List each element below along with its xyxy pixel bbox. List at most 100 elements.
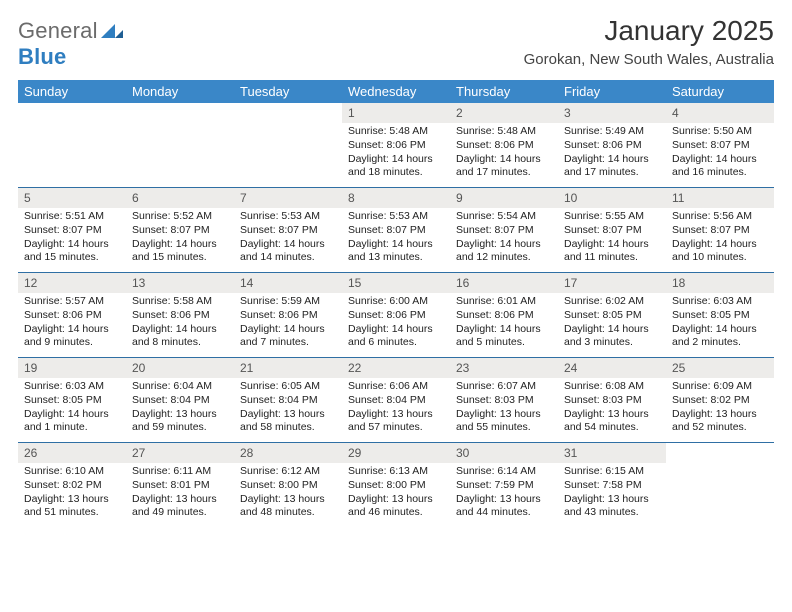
calendar-cell: 16Sunrise: 6:01 AMSunset: 8:06 PMDayligh… (450, 273, 558, 358)
day-details: Sunrise: 6:08 AMSunset: 8:03 PMDaylight:… (558, 378, 666, 441)
day-number: 19 (18, 358, 126, 378)
weekday-header: Saturday (666, 80, 774, 103)
day-number: 26 (18, 443, 126, 463)
logo-mark-icon (101, 18, 123, 43)
logo-word-general: General (18, 18, 98, 43)
calendar-cell: 18Sunrise: 6:03 AMSunset: 8:05 PMDayligh… (666, 273, 774, 358)
calendar-cell (18, 103, 126, 188)
calendar-cell: 15Sunrise: 6:00 AMSunset: 8:06 PMDayligh… (342, 273, 450, 358)
calendar-week-row: 12Sunrise: 5:57 AMSunset: 8:06 PMDayligh… (18, 273, 774, 358)
day-details: Sunrise: 6:04 AMSunset: 8:04 PMDaylight:… (126, 378, 234, 441)
day-details: Sunrise: 6:02 AMSunset: 8:05 PMDaylight:… (558, 293, 666, 356)
weekday-header: Thursday (450, 80, 558, 103)
weekday-header: Tuesday (234, 80, 342, 103)
page-title: January 2025 (524, 16, 774, 47)
day-number: 10 (558, 188, 666, 208)
calendar-cell: 3Sunrise: 5:49 AMSunset: 8:06 PMDaylight… (558, 103, 666, 188)
day-details: Sunrise: 6:11 AMSunset: 8:01 PMDaylight:… (126, 463, 234, 526)
day-details: Sunrise: 6:13 AMSunset: 8:00 PMDaylight:… (342, 463, 450, 526)
calendar-cell: 1Sunrise: 5:48 AMSunset: 8:06 PMDaylight… (342, 103, 450, 188)
day-details: Sunrise: 5:52 AMSunset: 8:07 PMDaylight:… (126, 208, 234, 271)
day-number: 17 (558, 273, 666, 293)
calendar-table: SundayMondayTuesdayWednesdayThursdayFrid… (18, 80, 774, 527)
day-details: Sunrise: 6:06 AMSunset: 8:04 PMDaylight:… (342, 378, 450, 441)
day-details: Sunrise: 5:54 AMSunset: 8:07 PMDaylight:… (450, 208, 558, 271)
calendar-cell: 12Sunrise: 5:57 AMSunset: 8:06 PMDayligh… (18, 273, 126, 358)
day-details: Sunrise: 5:53 AMSunset: 8:07 PMDaylight:… (234, 208, 342, 271)
calendar-cell: 2Sunrise: 5:48 AMSunset: 8:06 PMDaylight… (450, 103, 558, 188)
calendar-cell: 8Sunrise: 5:53 AMSunset: 8:07 PMDaylight… (342, 188, 450, 273)
day-details: Sunrise: 5:51 AMSunset: 8:07 PMDaylight:… (18, 208, 126, 271)
day-number: 6 (126, 188, 234, 208)
calendar-week-row: 1Sunrise: 5:48 AMSunset: 8:06 PMDaylight… (18, 103, 774, 188)
weekday-header: Friday (558, 80, 666, 103)
calendar-cell: 19Sunrise: 6:03 AMSunset: 8:05 PMDayligh… (18, 358, 126, 443)
day-details: Sunrise: 5:48 AMSunset: 8:06 PMDaylight:… (450, 123, 558, 186)
day-number: 2 (450, 103, 558, 123)
calendar-cell: 31Sunrise: 6:15 AMSunset: 7:58 PMDayligh… (558, 443, 666, 528)
calendar-cell: 14Sunrise: 5:59 AMSunset: 8:06 PMDayligh… (234, 273, 342, 358)
day-number: 12 (18, 273, 126, 293)
calendar-week-row: 5Sunrise: 5:51 AMSunset: 8:07 PMDaylight… (18, 188, 774, 273)
day-details: Sunrise: 6:05 AMSunset: 8:04 PMDaylight:… (234, 378, 342, 441)
calendar-cell: 27Sunrise: 6:11 AMSunset: 8:01 PMDayligh… (126, 443, 234, 528)
calendar-cell: 21Sunrise: 6:05 AMSunset: 8:04 PMDayligh… (234, 358, 342, 443)
calendar-cell: 25Sunrise: 6:09 AMSunset: 8:02 PMDayligh… (666, 358, 774, 443)
page-subtitle: Gorokan, New South Wales, Australia (524, 51, 774, 68)
calendar-cell: 28Sunrise: 6:12 AMSunset: 8:00 PMDayligh… (234, 443, 342, 528)
calendar-cell: 30Sunrise: 6:14 AMSunset: 7:59 PMDayligh… (450, 443, 558, 528)
calendar-cell: 9Sunrise: 5:54 AMSunset: 8:07 PMDaylight… (450, 188, 558, 273)
calendar-cell: 11Sunrise: 5:56 AMSunset: 8:07 PMDayligh… (666, 188, 774, 273)
day-details: Sunrise: 5:49 AMSunset: 8:06 PMDaylight:… (558, 123, 666, 186)
day-number: 8 (342, 188, 450, 208)
calendar-cell: 13Sunrise: 5:58 AMSunset: 8:06 PMDayligh… (126, 273, 234, 358)
day-number: 15 (342, 273, 450, 293)
calendar-body: 1Sunrise: 5:48 AMSunset: 8:06 PMDaylight… (18, 103, 774, 527)
day-number: 27 (126, 443, 234, 463)
day-number: 5 (18, 188, 126, 208)
day-number: 1 (342, 103, 450, 123)
day-number: 9 (450, 188, 558, 208)
weekday-header: Monday (126, 80, 234, 103)
calendar-cell (666, 443, 774, 528)
calendar-page: GeneralBlue January 2025 Gorokan, New So… (0, 0, 792, 612)
calendar-cell: 10Sunrise: 5:55 AMSunset: 8:07 PMDayligh… (558, 188, 666, 273)
day-details: Sunrise: 6:14 AMSunset: 7:59 PMDaylight:… (450, 463, 558, 526)
day-number: 3 (558, 103, 666, 123)
title-block: January 2025 Gorokan, New South Wales, A… (524, 16, 774, 68)
day-number: 25 (666, 358, 774, 378)
day-number: 18 (666, 273, 774, 293)
calendar-header-row: SundayMondayTuesdayWednesdayThursdayFrid… (18, 80, 774, 103)
day-details: Sunrise: 6:03 AMSunset: 8:05 PMDaylight:… (666, 293, 774, 356)
day-details: Sunrise: 6:09 AMSunset: 8:02 PMDaylight:… (666, 378, 774, 441)
day-details: Sunrise: 5:50 AMSunset: 8:07 PMDaylight:… (666, 123, 774, 186)
day-details: Sunrise: 6:10 AMSunset: 8:02 PMDaylight:… (18, 463, 126, 526)
day-details: Sunrise: 5:55 AMSunset: 8:07 PMDaylight:… (558, 208, 666, 271)
calendar-cell: 7Sunrise: 5:53 AMSunset: 8:07 PMDaylight… (234, 188, 342, 273)
day-number: 14 (234, 273, 342, 293)
logo-text: GeneralBlue (18, 18, 123, 70)
calendar-cell: 20Sunrise: 6:04 AMSunset: 8:04 PMDayligh… (126, 358, 234, 443)
day-details: Sunrise: 5:53 AMSunset: 8:07 PMDaylight:… (342, 208, 450, 271)
day-details: Sunrise: 5:48 AMSunset: 8:06 PMDaylight:… (342, 123, 450, 186)
weekday-header: Sunday (18, 80, 126, 103)
calendar-cell: 24Sunrise: 6:08 AMSunset: 8:03 PMDayligh… (558, 358, 666, 443)
day-number: 22 (342, 358, 450, 378)
calendar-cell (126, 103, 234, 188)
day-details: Sunrise: 5:57 AMSunset: 8:06 PMDaylight:… (18, 293, 126, 356)
calendar-cell: 6Sunrise: 5:52 AMSunset: 8:07 PMDaylight… (126, 188, 234, 273)
day-number: 24 (558, 358, 666, 378)
calendar-cell: 29Sunrise: 6:13 AMSunset: 8:00 PMDayligh… (342, 443, 450, 528)
calendar-cell: 22Sunrise: 6:06 AMSunset: 8:04 PMDayligh… (342, 358, 450, 443)
day-number: 31 (558, 443, 666, 463)
day-number: 20 (126, 358, 234, 378)
day-number: 28 (234, 443, 342, 463)
weekday-header: Wednesday (342, 80, 450, 103)
day-details: Sunrise: 6:03 AMSunset: 8:05 PMDaylight:… (18, 378, 126, 441)
logo: GeneralBlue (18, 18, 123, 70)
calendar-cell: 23Sunrise: 6:07 AMSunset: 8:03 PMDayligh… (450, 358, 558, 443)
day-details: Sunrise: 5:58 AMSunset: 8:06 PMDaylight:… (126, 293, 234, 356)
day-number: 23 (450, 358, 558, 378)
calendar-cell: 17Sunrise: 6:02 AMSunset: 8:05 PMDayligh… (558, 273, 666, 358)
day-number: 7 (234, 188, 342, 208)
